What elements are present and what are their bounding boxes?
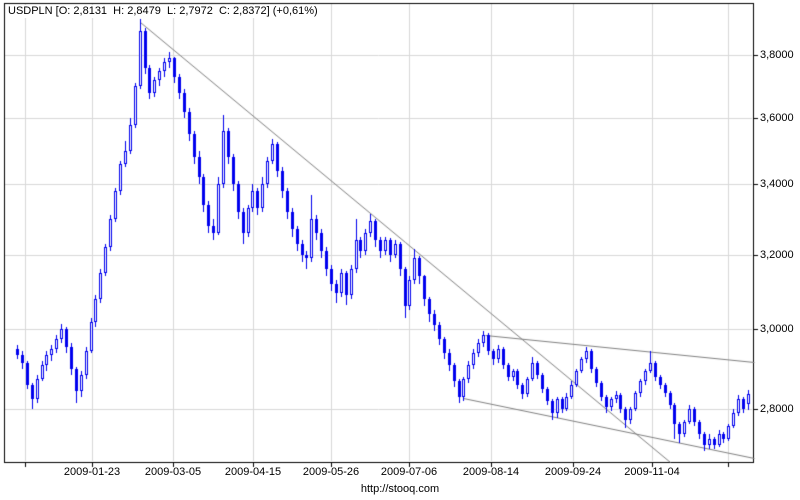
chart-title: USDPLN [O: 2,8131 H: 2,8479 L: 2,7972 C:… bbox=[7, 5, 322, 18]
y-axis-label: 3,8000 bbox=[760, 49, 794, 61]
stooq-url-link[interactable]: http://stooq.com bbox=[360, 483, 440, 495]
x-axis-label: 2009-08-14 bbox=[462, 466, 520, 478]
x-axis-label: 2009-11-04 bbox=[624, 466, 680, 478]
x-axis-label: 2009-07-06 bbox=[380, 466, 438, 478]
y-axis-label: 3,6000 bbox=[760, 112, 794, 124]
x-axis-label: 2009-09-24 bbox=[544, 466, 602, 478]
x-axis-label: 2009-01-23 bbox=[63, 466, 121, 478]
x-axis-label: 2009-04-15 bbox=[224, 466, 282, 478]
x-axis-label: 2009-05-26 bbox=[302, 466, 360, 478]
x-axis-label: 2009-03-05 bbox=[144, 466, 202, 478]
y-axis-label: 3,2000 bbox=[760, 249, 794, 261]
y-axis-label: 2,8000 bbox=[760, 403, 794, 415]
y-axis-label: 3,0000 bbox=[760, 323, 794, 335]
y-axis-label: 3,4000 bbox=[760, 178, 794, 190]
